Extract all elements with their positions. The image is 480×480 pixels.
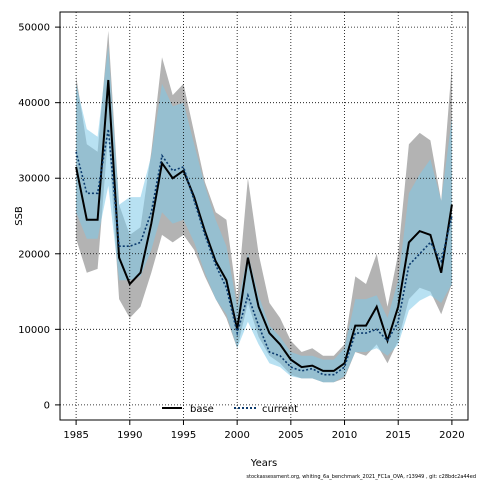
y-tick-label: 30000: [18, 174, 50, 185]
x-tick-label: 1995: [171, 430, 196, 441]
y-axis: 0 10000 20000 30000 40000 50000: [18, 23, 60, 411]
plot-frame: [59, 11, 469, 421]
series-line-current: [75, 128, 453, 376]
x-tick-label: 1990: [117, 430, 142, 441]
y-tick-label: 40000: [18, 98, 50, 109]
x-tick-label: 2020: [439, 430, 464, 441]
y-tick-label: 0: [44, 400, 50, 411]
x-tick-label: 2000: [224, 430, 249, 441]
chart-lines: [75, 79, 453, 376]
band-current: [76, 46, 452, 383]
x-tick-label: 2005: [278, 430, 303, 441]
x-axis-title: Years: [250, 458, 277, 469]
series-line-base: [75, 79, 453, 372]
legend-label-base: base: [190, 404, 214, 415]
y-tick-label: 10000: [18, 325, 50, 336]
x-tick-label: 1985: [63, 430, 88, 441]
x-axis: 1985 1990 1995 2000 2005 2010 2015 2020: [63, 420, 465, 441]
y-tick-label: 20000: [18, 249, 50, 260]
grid-lines: [60, 12, 468, 420]
legend-label-current: current: [262, 404, 298, 415]
chart-bands: [76, 30, 452, 383]
y-axis-title: SSB: [14, 206, 25, 226]
legend: base current: [162, 404, 298, 415]
y-tick-label: 50000: [18, 23, 50, 34]
x-tick-label: 2010: [332, 430, 357, 441]
x-tick-label: 2015: [385, 430, 410, 441]
footnote: stockassessment.org, whiting_6a_benchmar…: [246, 474, 476, 480]
